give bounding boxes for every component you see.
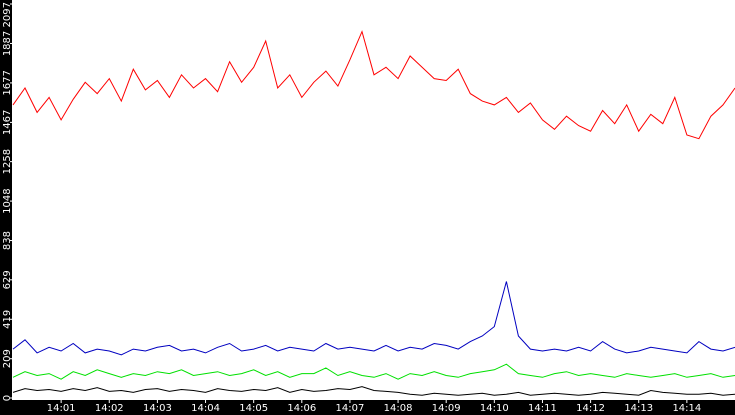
y-axis-strip bbox=[0, 0, 12, 415]
series-line bbox=[12, 386, 735, 396]
y-tick-label: 838 bbox=[2, 231, 13, 250]
y-tick-label: 1467 bbox=[2, 110, 13, 135]
series-line bbox=[12, 363, 735, 380]
x-tick-label: 14:14 bbox=[672, 403, 701, 414]
x-tick-label: 14:06 bbox=[287, 403, 316, 414]
y-tick-label: 1887 bbox=[2, 31, 13, 56]
x-tick-label: 14:03 bbox=[143, 403, 172, 414]
x-axis-strip bbox=[0, 400, 735, 415]
series-line bbox=[12, 281, 735, 356]
x-tick-label: 14:13 bbox=[624, 403, 653, 414]
y-tick-label: 0 bbox=[2, 395, 13, 401]
y-tick-label: 629 bbox=[2, 270, 13, 289]
y-tick-label: 1048 bbox=[2, 188, 13, 213]
y-tick-label: 1258 bbox=[2, 149, 13, 174]
x-tick-label: 14:12 bbox=[576, 403, 605, 414]
x-tick-label: 14:01 bbox=[47, 403, 76, 414]
series-line bbox=[12, 30, 735, 140]
x-tick-label: 14:11 bbox=[528, 403, 557, 414]
x-tick-label: 14:07 bbox=[336, 403, 365, 414]
x-tick-label: 14:02 bbox=[95, 403, 124, 414]
x-tick-label: 14:04 bbox=[191, 403, 220, 414]
y-tick-label: 209 bbox=[2, 349, 13, 368]
y-tick-label: 2097 bbox=[2, 2, 13, 27]
x-tick-label: 14:05 bbox=[239, 403, 268, 414]
x-tick-label: 14:09 bbox=[432, 403, 461, 414]
x-tick-label: 14:08 bbox=[384, 403, 413, 414]
y-tick-label: 1677 bbox=[2, 70, 13, 95]
x-tick-label: 14:10 bbox=[480, 403, 509, 414]
y-tick-label: 419 bbox=[2, 310, 13, 329]
